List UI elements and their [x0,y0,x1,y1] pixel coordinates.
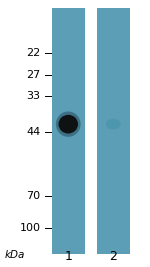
Text: 2: 2 [109,250,117,263]
Text: 100: 100 [20,223,40,233]
Text: 27: 27 [26,70,40,80]
Text: 33: 33 [27,91,40,101]
Text: 22: 22 [26,48,40,58]
Text: 70: 70 [26,191,40,201]
FancyBboxPatch shape [97,8,130,254]
Text: kDa: kDa [4,250,25,260]
Text: 44: 44 [26,127,40,137]
Text: 1: 1 [64,250,72,263]
Ellipse shape [56,112,81,137]
Ellipse shape [106,119,121,129]
FancyBboxPatch shape [52,8,85,254]
Ellipse shape [58,115,78,134]
